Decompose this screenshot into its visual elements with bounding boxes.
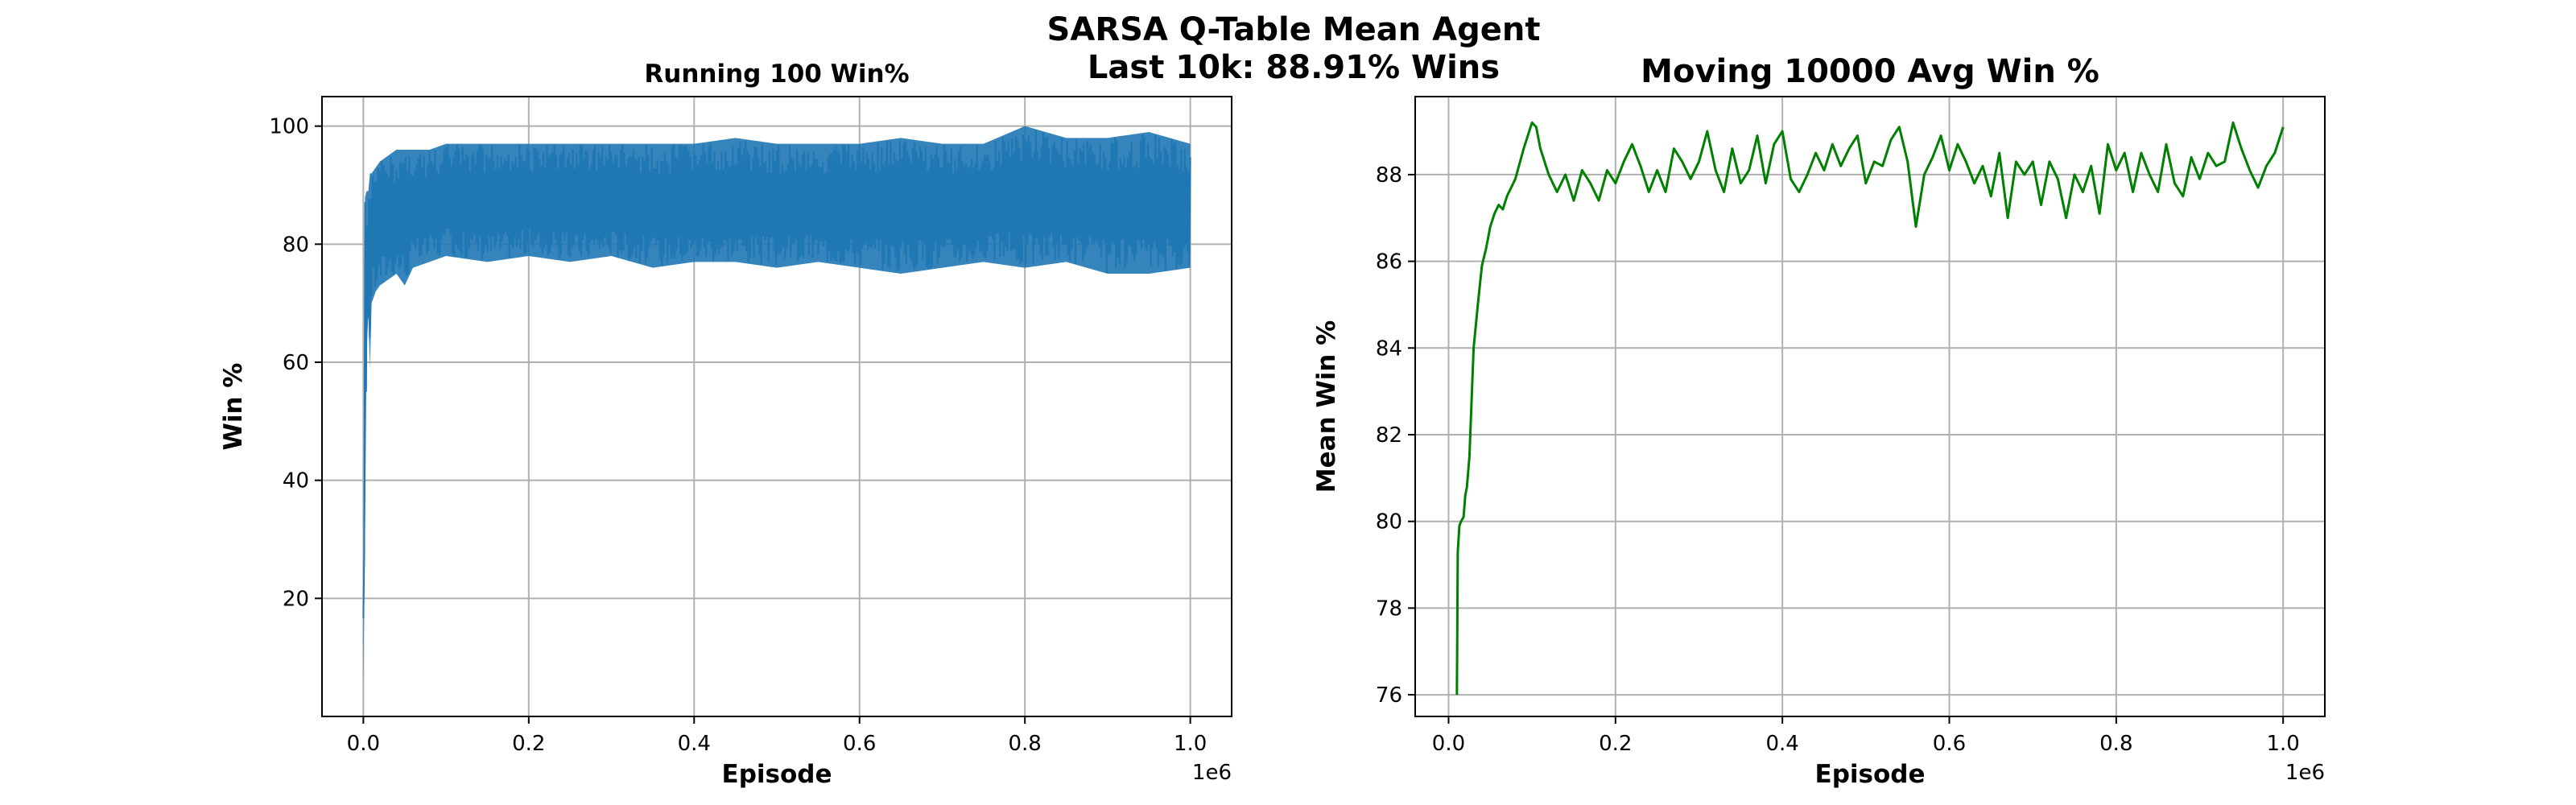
right-chart-y-tick-label: 86 (1376, 250, 1402, 275)
suptitle-line2: Last 10k: 88.91% Wins (1088, 49, 1500, 86)
right-chart-x-tick-label: 0.2 (1599, 732, 1632, 756)
left-chart-x-tick-label: 0.8 (1009, 732, 1042, 756)
left-chart-y-tick-label: 80 (283, 233, 309, 257)
left-chart-running-win: 0.0 0.2 0.4 0.6 0.8 1.0 20 40 60 80 100 Running 10… (219, 60, 1232, 789)
right-chart-y-tick-label: 82 (1376, 423, 1402, 448)
right-chart-frame (1414, 96, 2326, 717)
right-chart-series-line (1455, 121, 2285, 696)
right-chart-x-offset: 1e6 (2285, 761, 2325, 785)
left-chart-x-tick-label: 0.0 (347, 732, 380, 756)
left-chart-x-tick-label: 0.2 (512, 732, 545, 756)
left-chart-x-tick-label: 0.6 (843, 732, 876, 756)
left-chart-title: Running 100 Win% (644, 60, 909, 89)
right-chart-x-tick-label: 0.6 (1933, 732, 1966, 756)
right-chart-y-tick-label: 84 (1376, 336, 1402, 361)
left-chart-y-tick-label: 40 (283, 469, 309, 493)
left-chart-x-tick-label: 1.0 (1174, 732, 1207, 756)
left-chart-x-offset: 1e6 (1192, 761, 1232, 785)
left-chart-ylabel: Win % (219, 363, 248, 451)
right-chart-ylabel: Mean Win % (1312, 320, 1341, 493)
right-chart-title: Moving 10000 Avg Win % (1641, 53, 2099, 90)
left-chart-y-tick-label: 20 (283, 587, 309, 611)
left-chart-x-tick-label: 0.4 (678, 732, 711, 756)
right-chart-moving-avg: 0.0 0.2 0.4 0.6 0.8 1.0 76 78 80 82 84 86 88 Moving … (1312, 53, 2326, 789)
right-chart-x-tick-label: 0.8 (2099, 732, 2132, 756)
suptitle-line1: SARSA Q-Table Mean Agent (1047, 11, 1541, 48)
right-chart-y-tick-label: 76 (1376, 683, 1402, 708)
left-chart-frame (321, 96, 1232, 717)
left-chart-series-line (362, 129, 1191, 618)
left-chart-y-tick-label: 100 (269, 115, 309, 139)
left-chart-xlabel: Episode (722, 760, 832, 789)
right-chart-y-tick-label: 78 (1376, 597, 1402, 621)
right-chart-y-tick-label: 80 (1376, 510, 1402, 535)
right-chart-x-tick-label: 0.0 (1432, 732, 1465, 756)
right-chart-xlabel: Episode (1815, 760, 1926, 789)
right-chart-x-tick-label: 1.0 (2266, 732, 2299, 756)
right-chart-x-tick-label: 0.4 (1765, 732, 1798, 756)
left-chart-y-tick-label: 60 (283, 351, 309, 375)
right-chart-y-tick-label: 88 (1376, 163, 1402, 188)
